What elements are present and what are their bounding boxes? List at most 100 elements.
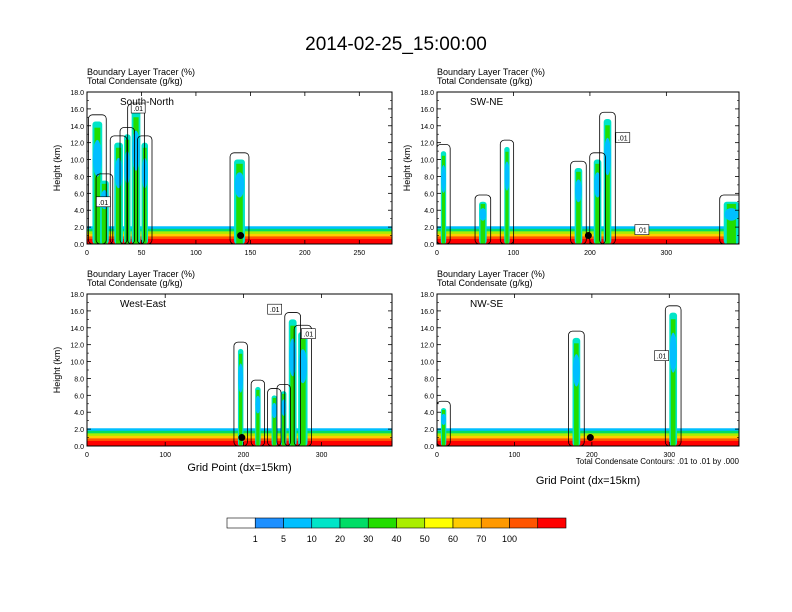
- tracer-column-halo-3: [504, 161, 510, 191]
- tracer-column-core-1: [94, 127, 101, 244]
- tracer-column-core-2: [101, 183, 108, 244]
- contour-label-2: .01: [303, 332, 313, 339]
- condensate-contour-6: [599, 111, 616, 244]
- tracer-column-core-4: [576, 171, 581, 244]
- colorbar-box-7: [396, 517, 426, 529]
- contour-label-1: .01: [133, 106, 143, 113]
- panel-header-condensate: Total Condensate (g/kg): [87, 278, 183, 288]
- ytick-label: 10.0: [420, 158, 434, 165]
- contour-note: Total Condensate Contours: .01 to .01 by…: [576, 457, 740, 466]
- xtick-label: 200: [584, 250, 596, 257]
- panel-west-east: Boundary Layer Tracer (%)Total Condensat…: [52, 269, 393, 474]
- contour-label-box-2: [96, 196, 111, 208]
- tracer-column-core-2: [256, 389, 260, 446]
- contour-label-2: .01: [637, 228, 647, 235]
- colorbar-box-2: [254, 517, 284, 529]
- ytick-label: 2.0: [424, 427, 434, 434]
- tracer-column-core-2: [480, 203, 486, 244]
- xtick-label: 300: [316, 452, 328, 459]
- ytick-label: 12.0: [70, 343, 84, 350]
- contour-label-box-1: [654, 350, 669, 361]
- condensate-contour-2: [250, 379, 266, 446]
- panel-header-tracer: Boundary Layer Tracer (%): [87, 67, 195, 77]
- ytick-label: 14.0: [420, 326, 434, 333]
- xtick-label: 100: [190, 250, 202, 257]
- colorbar-level-4: 20: [335, 534, 345, 544]
- plot-area: .01 .01: [87, 303, 392, 446]
- panel-title: West-East: [120, 299, 166, 310]
- ylabel: Height (km): [52, 347, 62, 394]
- condensate-contour-3: [109, 135, 128, 244]
- colorbar-box-12: [537, 517, 567, 529]
- ytick-label: 4.0: [74, 410, 84, 417]
- ytick-label: 4.0: [74, 208, 84, 215]
- tracer-column-core-7: [236, 163, 243, 244]
- tracer-column-core-6: [605, 125, 610, 244]
- xtick-label: 200: [238, 452, 250, 459]
- tracer-column-core-7: [726, 203, 736, 244]
- ylabel: Height (km): [52, 145, 62, 192]
- contour-label-box-1: [267, 303, 282, 315]
- xtick-label: 50: [138, 250, 146, 257]
- condensate-contour-2: [95, 173, 114, 244]
- footer-xlabel: Grid Point (dx=15km): [536, 475, 640, 487]
- ytick-label: 8.0: [424, 174, 434, 181]
- tracer-column-halo-2: [669, 332, 677, 373]
- condensate-contour-6: [137, 135, 153, 244]
- ytick-label: 14.0: [70, 124, 84, 131]
- tracer-column-core-2: [670, 319, 676, 446]
- contour-label-1: .01: [657, 354, 667, 361]
- tracer-column-halo-4: [575, 179, 582, 203]
- tracer-column-core-1: [574, 343, 579, 446]
- condensate-contour-4: [276, 383, 291, 446]
- colorbar-box-3: [283, 517, 313, 529]
- panel-sw-ne: Boundary Layer Tracer (%)Total Condensat…: [402, 67, 740, 257]
- tracer-column-halo-3: [441, 413, 447, 426]
- ytick-label: 16.0: [420, 309, 434, 316]
- xtick-label: 250: [353, 250, 365, 257]
- condensate-contour-3: [267, 388, 282, 446]
- figure-title: 2014-02-25_15:00:00: [305, 34, 487, 55]
- tracer-column-core-5: [595, 163, 600, 244]
- tracer-column-halo-5: [132, 130, 140, 171]
- colorbar-box-6: [367, 517, 397, 529]
- panel-header-tracer: Boundary Layer Tracer (%): [437, 67, 545, 77]
- tracer-column-halo-4: [281, 399, 287, 416]
- xtick-label: 0: [435, 250, 439, 257]
- tracer-column-halo-1: [572, 354, 580, 387]
- ytick-label: 10.0: [420, 360, 434, 367]
- colorbar-level-2: 5: [281, 534, 286, 544]
- xtick-label: 0: [435, 452, 439, 459]
- panel-header-condensate: Total Condensate (g/kg): [87, 76, 183, 86]
- tracer-column-core-5: [133, 117, 139, 244]
- tracer-column-halo-7: [724, 208, 739, 221]
- ytick-label: 4.0: [424, 410, 434, 417]
- tracer-column-halo-1: [238, 363, 244, 393]
- condensate-contour-5: [589, 152, 606, 244]
- condensate-contour-4: [570, 160, 587, 244]
- ytick-label: 2.0: [424, 225, 434, 232]
- contour-label-box-1: [615, 132, 631, 143]
- panels-group: Boundary Layer Tracer (%)Total Condensat…: [52, 67, 740, 474]
- panel-header-tracer: Boundary Layer Tracer (%): [87, 269, 195, 279]
- ytick-label: 18.0: [70, 292, 84, 299]
- location-marker: [586, 434, 594, 442]
- xtick-label: 100: [508, 250, 520, 257]
- plot-area: .01: [437, 305, 739, 446]
- tracer-band-6: [437, 440, 739, 446]
- tracer-column-core-3: [505, 151, 509, 244]
- plot-frame: [436, 293, 740, 447]
- ytick-label: 0.0: [74, 242, 84, 249]
- ytick-label: 10.0: [70, 158, 84, 165]
- plot-area: .01 .01: [437, 111, 739, 244]
- ytick-label: 10.0: [70, 360, 84, 367]
- tracer-column-halo-1: [92, 139, 102, 177]
- ytick-label: 12.0: [70, 141, 84, 148]
- contour-label-box-1: [130, 102, 146, 114]
- xtick-label: 0: [85, 250, 89, 257]
- xtick-label: 100: [159, 452, 171, 459]
- ytick-label: 2.0: [74, 427, 84, 434]
- xtick-label: 100: [509, 452, 521, 459]
- tracer-column-halo-5: [289, 338, 297, 377]
- ytick-label: 0.0: [424, 444, 434, 451]
